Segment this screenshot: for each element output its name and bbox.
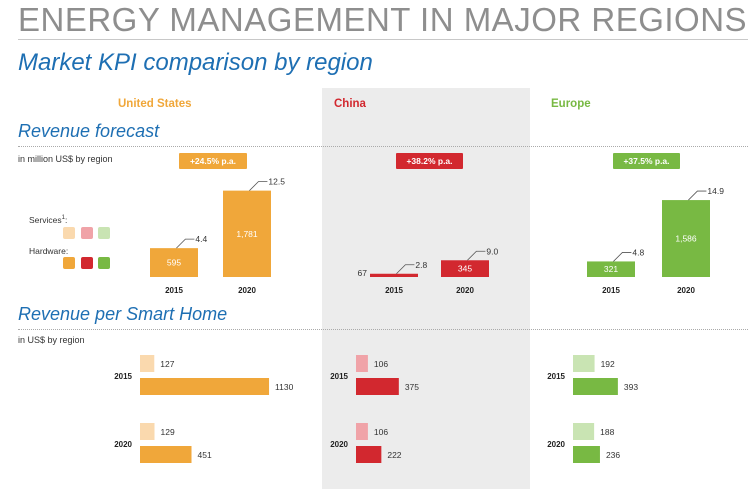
callout-line-europe-2020 [688, 190, 707, 201]
region-header-china: China [334, 98, 366, 110]
revenue-per-home-title: Revenue per Smart Home [18, 304, 228, 324]
legend-swatch-services-china [81, 227, 93, 239]
revenue-forecast-divider [18, 146, 748, 147]
year-label-united-states-2015: 2015 [165, 286, 183, 295]
region-header-us: United States [118, 98, 192, 110]
year-label-per-home-united-states-2015: 2015 [114, 372, 132, 381]
label-services-china-2020: 9.0 [486, 246, 498, 256]
bar-services-per-home-europe-2015 [573, 355, 595, 372]
year-label-per-home-europe-2020: 2020 [547, 440, 565, 449]
label-hardware-united-states-2015: 595 [167, 258, 181, 268]
label-hardware-europe-2015: 321 [604, 264, 618, 274]
legend-swatch-hardware-china [81, 257, 93, 269]
bar-services-per-home-china-2015 [356, 355, 368, 372]
bar-hardware-china-2015 [370, 273, 418, 277]
bar-services-per-home-united-states-2015 [140, 355, 155, 372]
label-services-per-home-china-2020: 106 [374, 427, 388, 437]
bar-services-per-home-europe-2020 [573, 423, 595, 440]
year-label-united-states-2020: 2020 [238, 286, 256, 295]
callout-line-united-states-2020 [249, 181, 268, 191]
bar-services-per-home-united-states-2020 [140, 423, 155, 440]
growth-badge-china: +38.2% p.a. [396, 153, 463, 169]
label-hardware-china-2020: 345 [458, 264, 472, 274]
year-label-europe-2020: 2020 [677, 286, 695, 295]
legend-swatch-services-us [63, 227, 75, 239]
label-services-europe-2020: 14.9 [707, 186, 724, 196]
bar-hardware-per-home-china-2020 [356, 446, 382, 463]
label-hardware-china-2015: 67 [358, 268, 368, 278]
label-hardware-per-home-china-2020: 222 [387, 450, 401, 460]
revenue-per-home-divider [18, 329, 748, 330]
legend-services-label: Services1: [29, 215, 68, 225]
label-services-per-home-united-states-2015: 127 [160, 359, 174, 369]
revenue-forecast-unit: in million US$ by region [18, 154, 113, 164]
growth-badge-us: +24.5% p.a. [179, 153, 247, 169]
region-header-europe: Europe [551, 98, 591, 110]
label-hardware-per-home-europe-2015: 393 [624, 382, 638, 392]
year-label-per-home-europe-2015: 2015 [547, 372, 565, 381]
bar-services-per-home-china-2020 [356, 423, 368, 440]
title-divider [18, 39, 748, 40]
label-hardware-per-home-china-2015: 375 [405, 382, 419, 392]
legend-swatch-hardware-us [63, 257, 75, 269]
label-services-europe-2015: 4.8 [632, 247, 644, 257]
label-hardware-per-home-united-states-2020: 451 [198, 450, 212, 460]
label-hardware-per-home-united-states-2015: 1130 [275, 382, 294, 392]
label-hardware-per-home-europe-2020: 236 [606, 450, 620, 460]
label-services-per-home-europe-2020: 188 [600, 427, 614, 437]
revenue-per-home-unit: in US$ by region [18, 335, 85, 345]
label-hardware-europe-2020: 1,586 [675, 234, 697, 244]
label-services-united-states-2020: 12.5 [268, 177, 285, 187]
label-services-china-2015: 2.8 [415, 260, 427, 270]
bar-hardware-per-home-united-states-2015 [140, 378, 270, 395]
bar-hardware-united-states-2015 [150, 248, 198, 277]
bar-hardware-europe-2015 [587, 261, 635, 277]
bar-hardware-united-states-2020 [223, 190, 271, 277]
callout-line-china-2020 [467, 250, 486, 261]
label-services-united-states-2015: 4.4 [195, 234, 207, 244]
year-label-per-home-china-2015: 2015 [330, 372, 348, 381]
label-services-per-home-china-2015: 106 [374, 359, 388, 369]
bar-hardware-per-home-china-2015 [356, 378, 399, 395]
bar-hardware-per-home-united-states-2020 [140, 446, 192, 463]
legend-swatch-hardware-europe [98, 257, 110, 269]
growth-badge-europe: +37.5% p.a. [613, 153, 680, 169]
revenue-forecast-title: Revenue forecast [18, 121, 160, 141]
legend-swatch-services-europe [98, 227, 110, 239]
year-label-per-home-united-states-2020: 2020 [114, 440, 132, 449]
callout-line-united-states-2015 [176, 238, 195, 249]
page-subtitle: Market KPI comparison by region [18, 49, 373, 76]
page-title: ENERGY MANAGEMENT IN MAJOR REGIONS [18, 1, 748, 38]
bar-hardware-per-home-europe-2020 [573, 446, 600, 463]
label-services-per-home-united-states-2020: 129 [160, 427, 174, 437]
callout-line-china-2015 [396, 264, 415, 275]
year-label-china-2015: 2015 [385, 286, 403, 295]
label-services-per-home-europe-2015: 192 [601, 359, 615, 369]
year-label-china-2020: 2020 [456, 286, 474, 295]
bar-hardware-china-2020 [441, 260, 489, 277]
bar-hardware-europe-2020 [662, 200, 710, 277]
bar-hardware-per-home-europe-2015 [573, 378, 618, 395]
label-hardware-united-states-2020: 1,781 [236, 229, 258, 239]
legend-hardware-label: Hardware: [29, 246, 69, 256]
callout-line-europe-2015 [613, 252, 632, 262]
year-label-per-home-china-2020: 2020 [330, 440, 348, 449]
year-label-europe-2015: 2015 [602, 286, 620, 295]
